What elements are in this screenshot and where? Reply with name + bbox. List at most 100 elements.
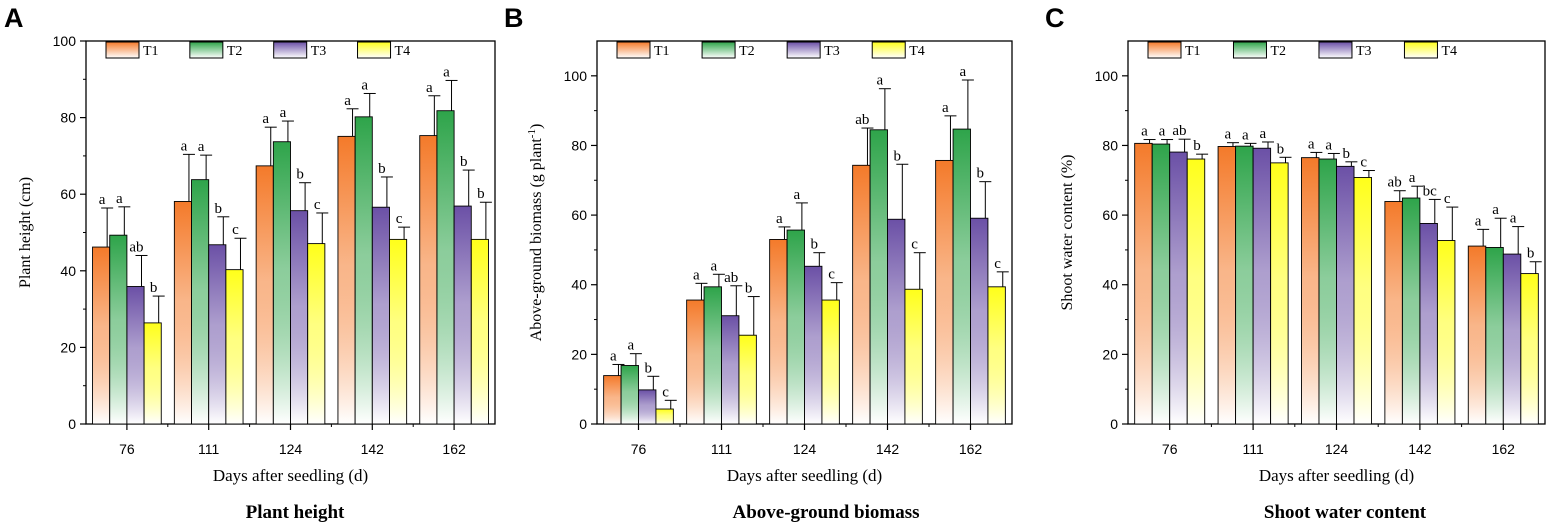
x-tick-label: 124 xyxy=(279,441,303,457)
significance-label: a xyxy=(876,73,883,89)
significance-label: c xyxy=(994,256,1001,272)
legend-swatch-t4 xyxy=(357,41,392,59)
chart-title: Shoot water content xyxy=(1264,502,1427,523)
significance-label: b xyxy=(477,186,485,202)
bar-t2-111 xyxy=(191,179,210,425)
significance-label: a xyxy=(181,138,188,154)
bar-t2-111 xyxy=(1235,145,1254,425)
bar-t2-76 xyxy=(620,365,639,425)
y-tick-label: 20 xyxy=(60,339,76,355)
chart-title: Plant height xyxy=(246,502,345,523)
significance-label: a xyxy=(793,187,800,203)
bar-t2-111 xyxy=(703,286,722,425)
y-tick-label: 0 xyxy=(68,416,76,432)
legend-swatch-t3 xyxy=(1318,41,1353,59)
bar-t3-162 xyxy=(970,217,989,425)
legend-swatch-t1 xyxy=(1147,41,1182,59)
bar-t3-162 xyxy=(453,205,472,425)
significance-label: a xyxy=(627,338,634,354)
significance-label: c xyxy=(828,267,835,283)
y-tick-label: 0 xyxy=(1110,416,1118,432)
bar-t1-111 xyxy=(686,299,705,425)
bar-t1-76 xyxy=(603,375,622,425)
significance-label: a xyxy=(610,348,617,364)
panel-letter: C xyxy=(1045,3,1065,33)
x-tick-label: 111 xyxy=(198,441,219,457)
y-tick-label: 0 xyxy=(579,416,587,432)
bar-t3-124 xyxy=(804,265,823,425)
significance-label: a xyxy=(1492,202,1499,218)
legend-swatch-t2 xyxy=(189,41,224,59)
bar-t3-76 xyxy=(638,389,657,425)
y-tick-label: 20 xyxy=(571,346,587,362)
y-tick-label: 60 xyxy=(60,186,76,202)
y-tick-label: 20 xyxy=(1102,346,1118,362)
bar-t3-111 xyxy=(208,244,227,425)
significance-label: a xyxy=(361,77,368,93)
bar-t4-76 xyxy=(1186,158,1206,425)
y-axis-label: Plant height (cm) xyxy=(17,177,34,288)
significance-label: b xyxy=(745,281,753,297)
bar-t4-111 xyxy=(1270,162,1289,425)
legend-label-t4: T4 xyxy=(395,44,411,59)
y-tick-label: 40 xyxy=(571,277,587,293)
significance-label: a xyxy=(1475,213,1482,229)
bar-t2-124 xyxy=(786,229,805,425)
significance-label: a xyxy=(1510,211,1517,227)
bar-t2-162 xyxy=(952,128,971,425)
bar-t3-76 xyxy=(1169,151,1188,425)
x-tick-label: 162 xyxy=(959,441,983,457)
x-tick-label: 76 xyxy=(631,441,647,457)
x-tick-label: 162 xyxy=(1492,441,1516,457)
bar-t1-162 xyxy=(1467,245,1487,425)
y-tick-label: 60 xyxy=(1102,207,1118,223)
significance-label: a xyxy=(426,80,433,96)
bar-t4-162 xyxy=(987,286,1006,425)
bar-t4-142 xyxy=(904,288,923,425)
significance-label: a xyxy=(116,191,123,207)
y-tick-label: 40 xyxy=(1102,277,1118,293)
panel-a: A 0 20 40 60 80 100 Plant height (cm) Days after… xyxy=(4,3,496,523)
bar-t3-162 xyxy=(1502,253,1522,425)
chart-title: Above-ground biomass xyxy=(732,502,919,523)
bar-t4-162 xyxy=(470,238,489,425)
significance-label: ab xyxy=(1388,175,1402,191)
bar-t1-162 xyxy=(419,135,438,425)
significance-label: b xyxy=(215,201,223,217)
legend-swatch-t1 xyxy=(616,41,651,59)
significance-label: a xyxy=(1141,124,1148,140)
bar-t2-142 xyxy=(354,116,373,425)
significance-label: ab xyxy=(1172,123,1186,139)
legend-swatch-t2 xyxy=(701,41,736,59)
significance-label: a xyxy=(1242,127,1249,143)
bar-t1-142 xyxy=(1384,201,1403,425)
y-tick-label: 100 xyxy=(1095,68,1119,84)
significance-label: b xyxy=(810,237,818,253)
legend-swatch-t4 xyxy=(1403,41,1438,59)
legend-label-t1: T1 xyxy=(654,44,670,59)
bar-t1-142 xyxy=(337,135,356,425)
significance-label: c xyxy=(662,384,669,400)
x-tick-label: 142 xyxy=(876,441,900,457)
y-tick-label: 100 xyxy=(53,33,77,49)
bar-t4-142 xyxy=(1436,240,1456,425)
significance-label: c xyxy=(1360,155,1367,171)
bar-t1-76 xyxy=(92,246,111,425)
x-tick-label: 142 xyxy=(1408,441,1432,457)
bar-t4-142 xyxy=(389,238,408,425)
significance-label: a xyxy=(1260,126,1267,142)
significance-label: c xyxy=(396,211,403,227)
bar-t2-124 xyxy=(272,141,291,425)
significance-label: b xyxy=(460,154,468,170)
legend-label-t2: T2 xyxy=(1270,44,1286,59)
x-tick-label: 76 xyxy=(1162,441,1178,457)
significance-label: ab xyxy=(855,112,869,128)
significance-label: a xyxy=(1325,137,1332,153)
significance-label: b xyxy=(1527,246,1535,262)
x-tick-label: 124 xyxy=(793,441,817,457)
bar-t4-162 xyxy=(1520,273,1539,425)
significance-label: b xyxy=(1277,141,1285,157)
bar-t4-124 xyxy=(821,299,840,425)
significance-label: c xyxy=(314,197,321,213)
bar-t1-124 xyxy=(1301,157,1320,425)
